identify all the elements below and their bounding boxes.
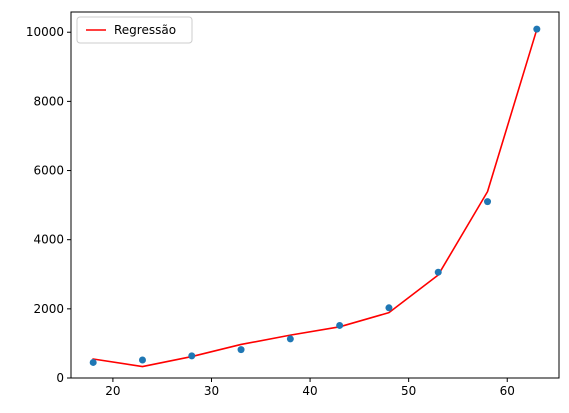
x-tick-label: 40 <box>302 384 317 398</box>
axes <box>70 11 560 379</box>
y-tick-label: 10000 <box>26 25 64 39</box>
y-axis: 0 2000 4000 6000 8000 10000 <box>26 25 71 385</box>
x-axis: 20 30 40 50 60 <box>105 378 515 398</box>
data-point <box>138 356 146 364</box>
data-point <box>188 352 196 360</box>
x-tick-label: 60 <box>500 384 515 398</box>
plot-area <box>89 25 541 368</box>
regression-line <box>92 28 538 368</box>
legend-box <box>76 16 193 44</box>
y-tick-label: 4000 <box>33 233 64 247</box>
x-tick-label: 20 <box>105 384 120 398</box>
y-tick-label: 0 <box>56 371 64 385</box>
data-point <box>434 268 442 276</box>
y-tick-label: 6000 <box>33 164 64 178</box>
x-tick-label: 50 <box>401 384 416 398</box>
data-point <box>237 346 245 354</box>
legend: Regressão <box>76 16 193 44</box>
plot-frame <box>70 11 560 379</box>
data-point <box>385 304 393 312</box>
y-tick-label: 2000 <box>33 302 64 316</box>
data-point <box>336 321 344 329</box>
x-tick-label: 30 <box>204 384 219 398</box>
legend-label: Regressão <box>114 23 176 37</box>
data-point <box>286 335 294 343</box>
data-point <box>484 198 492 206</box>
data-point <box>89 358 97 366</box>
y-tick-label: 8000 <box>33 94 64 108</box>
data-point <box>533 25 541 33</box>
